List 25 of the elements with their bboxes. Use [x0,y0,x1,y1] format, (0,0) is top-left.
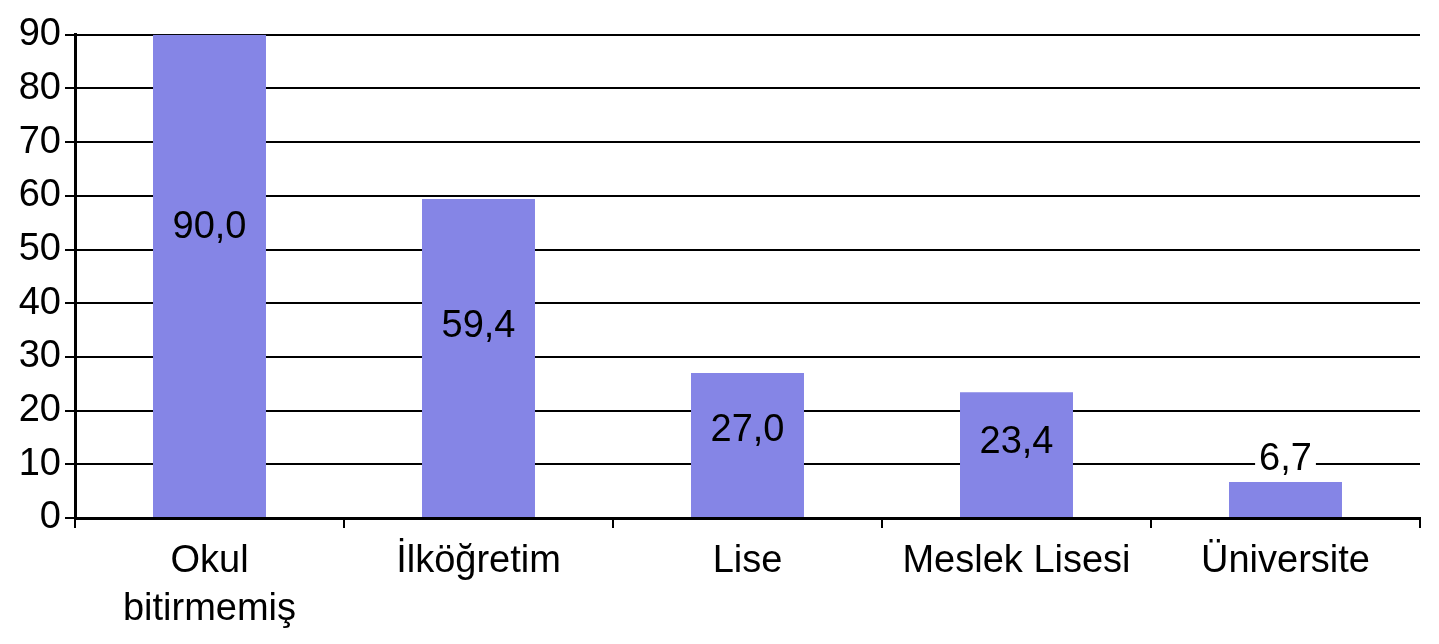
y-tick-label: 60 [18,172,61,215]
x-tick-label: İlköğretim [396,538,561,581]
y-tick-label: 50 [18,226,61,269]
y-tick-label: 10 [18,440,61,483]
x-tick-label: Meslek Lisesi [902,538,1131,581]
y-tick-label: 30 [18,333,61,376]
y-tick-label: 70 [18,118,61,161]
data-label: 27,0 [710,407,785,450]
y-tick-label: 80 [18,64,61,107]
data-label: 6,7 [1259,435,1312,478]
y-tick-label: 20 [18,387,61,430]
y-tick-label: 0 [39,494,61,537]
data-label: 59,4 [441,302,516,345]
x-tick-label: Üniversite [1201,538,1370,581]
y-tick-label: 90 [18,11,61,54]
bar [1229,482,1342,517]
bar [422,199,535,517]
x-tick-label: Lise [712,538,783,581]
x-tick-label: Okul bitirmemiş [122,538,297,628]
bar [960,392,1073,517]
data-label: 90,0 [172,204,247,247]
y-tick-label: 40 [18,279,61,322]
bar [153,34,266,517]
bar [691,373,804,517]
data-label: 23,4 [979,418,1054,461]
